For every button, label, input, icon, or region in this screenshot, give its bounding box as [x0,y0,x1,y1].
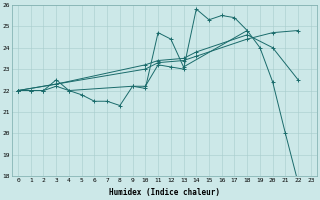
X-axis label: Humidex (Indice chaleur): Humidex (Indice chaleur) [109,188,220,197]
